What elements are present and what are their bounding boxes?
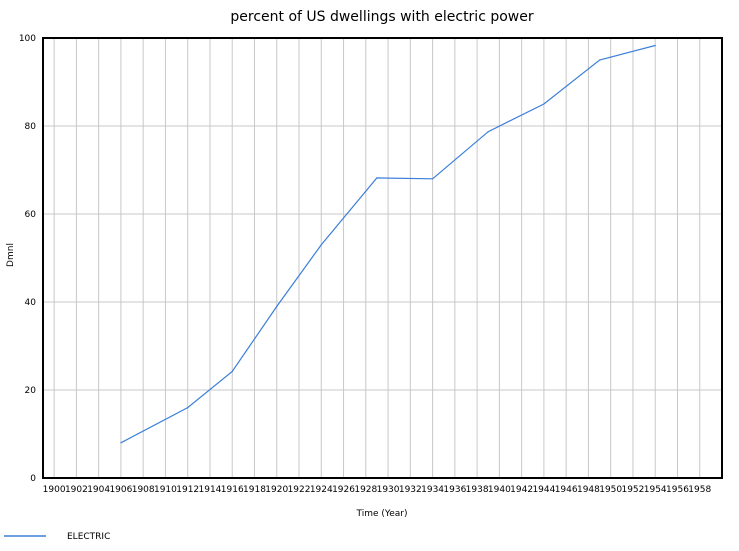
- x-tick-label: 1942: [510, 485, 533, 495]
- x-tick-label: 1908: [132, 485, 155, 495]
- x-tick-label: 1916: [221, 485, 244, 495]
- data-point: [120, 442, 122, 444]
- x-tick-labels: 1900 1902 1904 1906 1908 1910 1912 1914 1916 1918…: [43, 485, 712, 495]
- y-tick-label: 20: [25, 386, 37, 396]
- y-tick-label: 60: [25, 210, 37, 220]
- y-tick-label: 0: [30, 474, 36, 484]
- x-tick-label: 1954: [644, 485, 667, 495]
- x-tick-label: 1950: [599, 485, 622, 495]
- y-tick-label: 100: [19, 34, 36, 44]
- legend: ELECTRIC: [4, 532, 110, 542]
- x-tick-label: 1914: [199, 485, 222, 495]
- legend-label-electric: ELECTRIC: [67, 532, 110, 542]
- x-tick-label: 1938: [466, 485, 489, 495]
- x-tick-label: 1920: [265, 485, 288, 495]
- plot-area-frame: [42, 37, 723, 479]
- x-tick-label: 1940: [488, 485, 511, 495]
- x-tick-label: 1922: [288, 485, 311, 495]
- x-tick-label: 1928: [354, 485, 377, 495]
- y-axis-label: Dmnl: [6, 243, 16, 267]
- series-group: [120, 44, 656, 444]
- x-tick-label: 1934: [421, 485, 444, 495]
- x-tick-label: 1946: [555, 485, 578, 495]
- data-point: [320, 244, 322, 246]
- x-tick-label: 1918: [243, 485, 266, 495]
- x-tick-label: 1926: [332, 485, 355, 495]
- data-point: [543, 103, 545, 105]
- x-tick-label: 1952: [621, 485, 644, 495]
- y-tick-label: 80: [25, 122, 37, 132]
- chart-title: percent of US dwellings with electric po…: [230, 9, 533, 25]
- x-tick-label: 1936: [443, 485, 466, 495]
- x-axis-label: Time (Year): [356, 509, 408, 519]
- y-tick-labels: 0 20 40 60 80 100: [19, 34, 36, 484]
- x-gridlines: [53, 38, 701, 478]
- data-point: [376, 177, 378, 179]
- data-point: [654, 44, 656, 47]
- x-tick-label: 1958: [688, 485, 711, 495]
- x-tick-label: 1932: [399, 485, 422, 495]
- x-tick-label: 1910: [154, 485, 177, 495]
- data-point: [231, 370, 233, 373]
- x-tick-label: 1912: [176, 485, 199, 495]
- x-tick-label: 1930: [377, 485, 400, 495]
- y-gridlines: [43, 37, 722, 479]
- data-point: [276, 305, 278, 307]
- data-point: [598, 59, 601, 61]
- data-point: [487, 131, 489, 133]
- x-tick-label: 1956: [666, 485, 689, 495]
- x-tick-label: 1902: [65, 485, 88, 495]
- y-tick-label: 40: [25, 298, 37, 308]
- x-tick-label: 1906: [109, 485, 132, 495]
- x-tick-label: 1948: [577, 485, 600, 495]
- x-tick-label: 1924: [310, 485, 333, 495]
- x-tick-label: 1904: [87, 485, 110, 495]
- x-tick-label: 1944: [532, 485, 555, 495]
- data-point: [187, 407, 189, 409]
- x-tick-label: 1900: [43, 485, 66, 495]
- data-point: [431, 178, 434, 180]
